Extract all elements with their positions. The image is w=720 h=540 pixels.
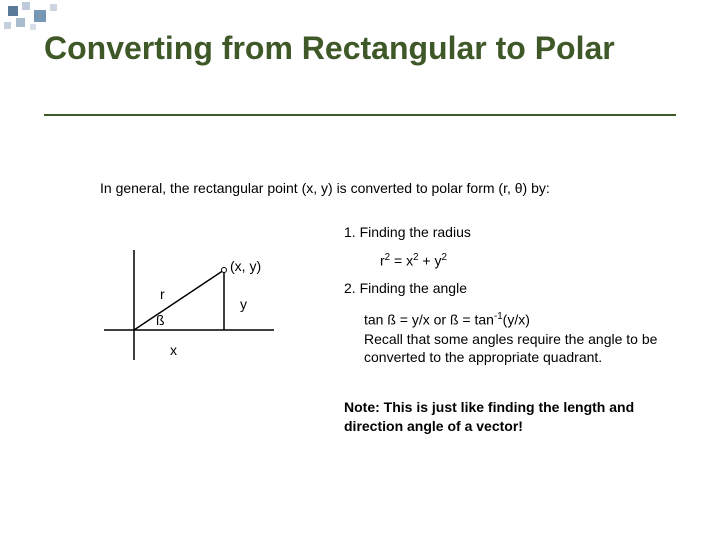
coordinate-diagram: (x, y) r ß y x <box>104 250 284 370</box>
beta-label: ß <box>156 312 165 328</box>
slide-title: Converting from Rectangular to Polar <box>44 30 676 67</box>
eq-mid1: = x <box>390 253 413 269</box>
tan-exp: -1 <box>494 311 503 322</box>
radius-equation: r2 = x2 + y2 <box>380 252 447 269</box>
tan-line-a: tan ß = y/x or ß = tan <box>364 312 494 328</box>
step2-body: tan ß = y/x or ß = tan-1(y/x) Recall tha… <box>364 310 660 367</box>
eq-exp3: 2 <box>442 252 447 263</box>
r-label: r <box>160 286 165 302</box>
point-label: (x, y) <box>230 258 261 274</box>
note-text: Note: This is just like finding the leng… <box>344 398 660 436</box>
step2-heading: 2. Finding the angle <box>344 280 467 296</box>
recall-text: Recall that some angles require the angl… <box>364 331 657 366</box>
step1-heading: 1. Finding the radius <box>344 224 471 240</box>
y-label: y <box>240 296 247 312</box>
x-label: x <box>170 342 177 358</box>
eq-mid2: + y <box>419 253 442 269</box>
tan-line-b: (y/x) <box>503 312 530 328</box>
title-underline <box>44 114 676 116</box>
intro-text: In general, the rectangular point (x, y)… <box>100 180 660 196</box>
